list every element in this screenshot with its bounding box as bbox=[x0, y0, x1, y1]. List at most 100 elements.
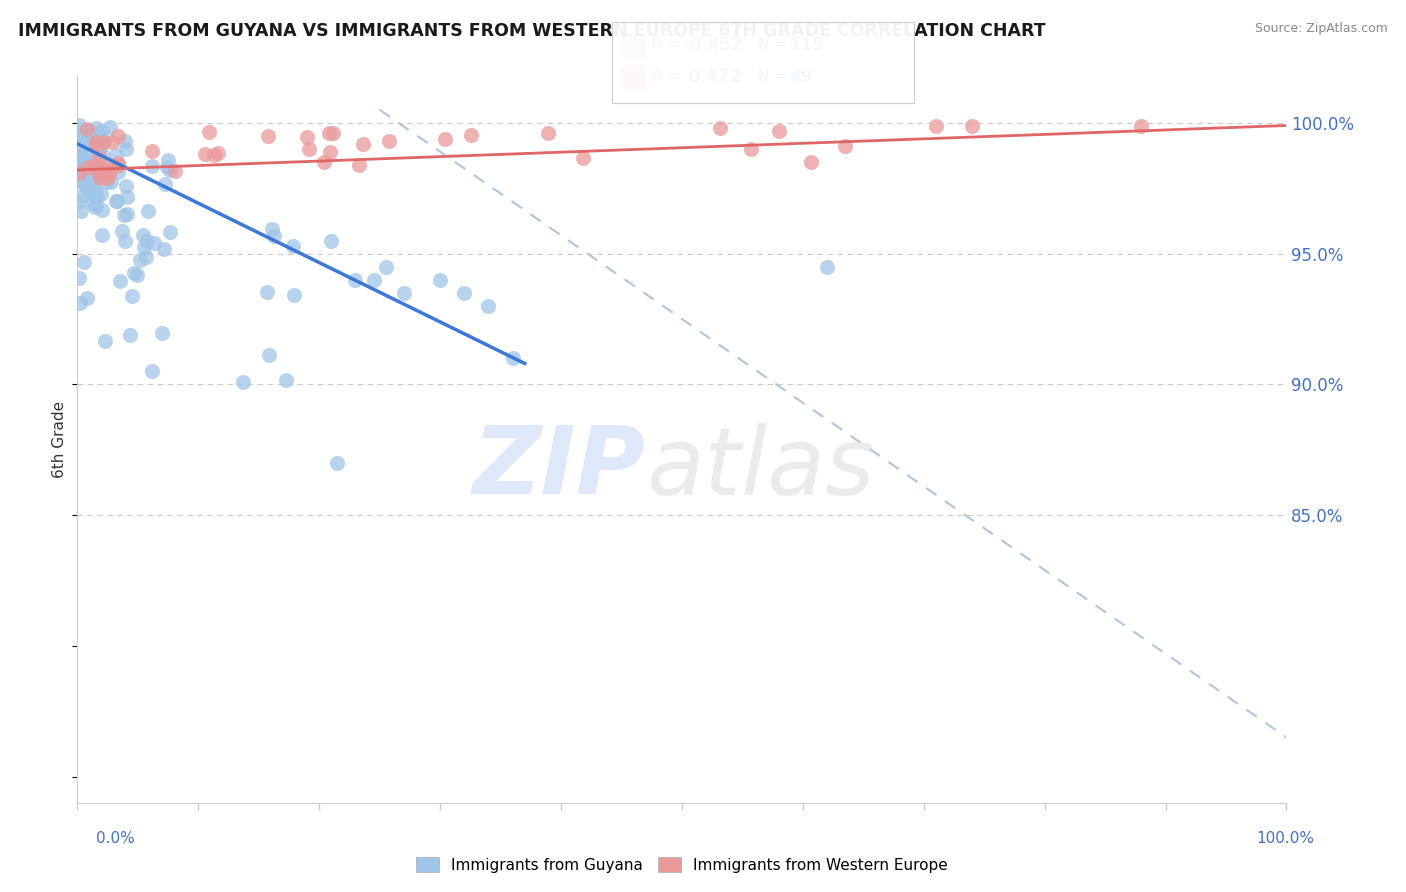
Y-axis label: 6th Grade: 6th Grade bbox=[52, 401, 67, 478]
Point bbox=[155, 177, 177, 191]
Point bbox=[83, 184, 105, 198]
Text: 0.472: 0.472 bbox=[683, 68, 742, 86]
Point bbox=[141, 159, 163, 173]
Point bbox=[82, 155, 104, 169]
Point bbox=[207, 145, 229, 160]
Point bbox=[84, 185, 107, 199]
Point bbox=[90, 227, 112, 242]
Point bbox=[77, 160, 100, 174]
Point bbox=[120, 328, 142, 343]
Point bbox=[165, 164, 187, 178]
Point bbox=[82, 126, 104, 140]
Text: ZIP: ZIP bbox=[472, 423, 645, 515]
Point bbox=[93, 135, 115, 149]
Point bbox=[84, 197, 107, 211]
Point bbox=[321, 234, 343, 248]
Text: N =: N = bbox=[758, 37, 792, 52]
Point bbox=[67, 129, 90, 144]
Point bbox=[90, 132, 112, 146]
Point bbox=[571, 152, 593, 166]
Text: 100.0%: 100.0% bbox=[1257, 831, 1315, 846]
Point bbox=[70, 203, 93, 218]
Point bbox=[262, 221, 284, 235]
Point bbox=[75, 123, 97, 137]
Point bbox=[114, 178, 136, 193]
Point bbox=[76, 177, 98, 191]
Point bbox=[75, 150, 97, 164]
Point bbox=[283, 287, 305, 301]
Point bbox=[319, 145, 342, 160]
Point bbox=[67, 119, 90, 133]
Point bbox=[502, 351, 524, 366]
Point bbox=[69, 295, 91, 310]
Point bbox=[347, 158, 370, 172]
Point bbox=[69, 194, 91, 209]
Point bbox=[477, 299, 499, 313]
Point bbox=[125, 268, 148, 282]
Text: R =: R = bbox=[652, 37, 686, 52]
Point bbox=[312, 154, 335, 169]
Point bbox=[429, 273, 451, 287]
Point bbox=[93, 334, 115, 348]
Point bbox=[101, 161, 124, 175]
Point bbox=[77, 136, 100, 151]
Point bbox=[112, 208, 135, 222]
Point bbox=[107, 158, 129, 172]
Point bbox=[79, 136, 101, 150]
Point bbox=[298, 142, 321, 156]
Text: R =: R = bbox=[652, 70, 686, 84]
Point bbox=[114, 235, 136, 249]
Point bbox=[740, 142, 762, 156]
Point bbox=[72, 162, 94, 177]
Point bbox=[86, 145, 108, 159]
Point bbox=[91, 149, 114, 163]
Point bbox=[96, 171, 118, 186]
Point bbox=[159, 226, 181, 240]
Point bbox=[114, 142, 136, 156]
Point bbox=[72, 149, 94, 163]
Point bbox=[115, 190, 138, 204]
Point bbox=[157, 153, 180, 167]
Point bbox=[263, 228, 285, 243]
Point bbox=[101, 135, 124, 149]
Point bbox=[141, 144, 163, 158]
Point bbox=[76, 135, 98, 149]
Point bbox=[136, 204, 159, 219]
Point bbox=[453, 285, 475, 300]
Point bbox=[73, 255, 96, 269]
Point bbox=[84, 136, 107, 150]
Legend: Immigrants from Guyana, Immigrants from Western Europe: Immigrants from Guyana, Immigrants from … bbox=[409, 851, 955, 879]
Point bbox=[79, 124, 101, 138]
Point bbox=[84, 200, 107, 214]
Point bbox=[1299, 119, 1322, 133]
Point bbox=[107, 129, 129, 144]
Point bbox=[257, 129, 280, 144]
Point bbox=[318, 127, 340, 141]
Point bbox=[77, 160, 100, 174]
Point bbox=[150, 326, 173, 340]
Point bbox=[925, 119, 948, 133]
Point bbox=[115, 207, 138, 221]
Point bbox=[141, 364, 163, 378]
Point bbox=[232, 376, 254, 390]
Point bbox=[84, 137, 107, 152]
Point bbox=[197, 125, 219, 139]
Point bbox=[129, 253, 152, 268]
Point bbox=[87, 128, 110, 143]
Point bbox=[76, 122, 98, 136]
Point bbox=[104, 148, 127, 162]
Point bbox=[259, 348, 281, 362]
Point bbox=[91, 124, 114, 138]
Point bbox=[79, 172, 101, 186]
Point bbox=[66, 155, 89, 169]
Point bbox=[153, 242, 176, 256]
Point bbox=[256, 285, 278, 300]
Point bbox=[76, 180, 98, 194]
Point bbox=[69, 174, 91, 188]
Text: 49: 49 bbox=[789, 68, 813, 86]
Point bbox=[93, 161, 115, 175]
Point bbox=[66, 148, 89, 162]
Point bbox=[135, 250, 157, 264]
Point bbox=[363, 273, 385, 287]
Point bbox=[100, 175, 122, 189]
